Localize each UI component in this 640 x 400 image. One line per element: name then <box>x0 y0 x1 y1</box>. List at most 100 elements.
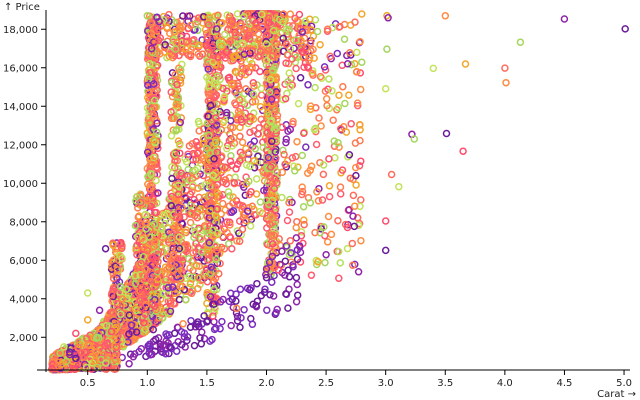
data-point <box>240 13 248 21</box>
data-point <box>186 218 195 227</box>
data-point <box>306 39 315 47</box>
data-point <box>335 143 343 151</box>
data-point <box>231 31 240 40</box>
data-point <box>154 189 162 197</box>
data-point <box>196 205 205 213</box>
data-point <box>343 244 352 253</box>
data-point <box>353 99 362 107</box>
data-point <box>266 75 275 84</box>
data-point <box>194 41 203 50</box>
data-point <box>233 35 241 44</box>
data-point <box>210 155 218 163</box>
data-point <box>298 151 307 160</box>
data-point <box>331 154 339 162</box>
data-point <box>306 199 315 207</box>
data-point <box>214 11 222 20</box>
data-point <box>143 148 152 157</box>
data-point <box>302 143 310 151</box>
data-point <box>306 102 315 110</box>
data-point <box>228 161 236 170</box>
data-point <box>208 182 217 191</box>
data-point <box>282 290 290 298</box>
data-point <box>208 43 217 51</box>
data-point <box>190 341 199 350</box>
data-point <box>285 250 294 259</box>
data-point <box>291 167 299 175</box>
data-point <box>273 178 281 187</box>
data-point <box>187 21 195 30</box>
data-point <box>161 263 170 271</box>
data-point <box>263 109 272 118</box>
data-point <box>220 116 229 124</box>
data-point <box>268 137 276 146</box>
data-point <box>233 40 242 49</box>
data-point <box>109 241 117 249</box>
data-point <box>152 176 160 185</box>
data-point <box>152 128 161 136</box>
data-point <box>212 255 221 264</box>
data-point <box>209 226 217 234</box>
data-point <box>268 213 276 222</box>
data-point <box>174 223 182 231</box>
data-point <box>144 81 152 89</box>
data-point <box>166 29 174 38</box>
data-point <box>163 332 171 340</box>
data-point <box>270 271 278 280</box>
data-point <box>340 35 349 43</box>
data-point <box>224 25 233 33</box>
data-point <box>242 46 251 55</box>
data-point <box>117 240 125 248</box>
data-point <box>121 309 130 318</box>
data-point <box>269 240 277 248</box>
data-point <box>207 263 215 271</box>
data-point <box>261 285 269 293</box>
data-point <box>187 289 196 298</box>
data-point <box>284 304 292 312</box>
data-point <box>266 88 274 96</box>
data-point <box>243 101 252 110</box>
data-point <box>137 198 145 207</box>
data-point <box>175 233 184 241</box>
data-point <box>141 325 149 334</box>
data-point <box>184 254 193 263</box>
data-point <box>250 163 259 172</box>
data-point <box>186 190 195 199</box>
data-point <box>314 197 323 205</box>
data-point <box>345 151 354 159</box>
data-point <box>112 239 121 247</box>
data-point <box>176 118 185 127</box>
data-point <box>247 188 255 196</box>
data-point <box>265 258 274 267</box>
data-point <box>216 259 224 268</box>
data-point <box>358 58 366 66</box>
data-point <box>288 81 297 89</box>
data-point <box>269 292 278 300</box>
data-point <box>172 347 181 355</box>
data-point <box>142 221 150 229</box>
data-point <box>258 10 266 19</box>
data-point <box>212 213 221 222</box>
data-point <box>288 250 296 258</box>
data-point <box>225 218 234 227</box>
data-point <box>231 67 240 76</box>
data-point <box>355 121 364 129</box>
data-point <box>300 216 308 224</box>
data-point <box>209 171 218 180</box>
data-point <box>226 157 235 166</box>
data-point <box>293 280 301 289</box>
data-point <box>319 170 328 179</box>
data-point <box>336 190 345 198</box>
data-point <box>191 211 199 220</box>
data-point <box>267 116 276 125</box>
data-point <box>282 40 291 48</box>
data-point <box>170 329 179 338</box>
data-point <box>353 101 362 110</box>
data-point <box>250 156 259 165</box>
data-point <box>213 130 222 138</box>
data-point <box>197 248 206 257</box>
data-point <box>323 25 332 34</box>
data-point <box>195 148 203 156</box>
data-point <box>251 144 260 153</box>
data-point <box>248 98 257 106</box>
